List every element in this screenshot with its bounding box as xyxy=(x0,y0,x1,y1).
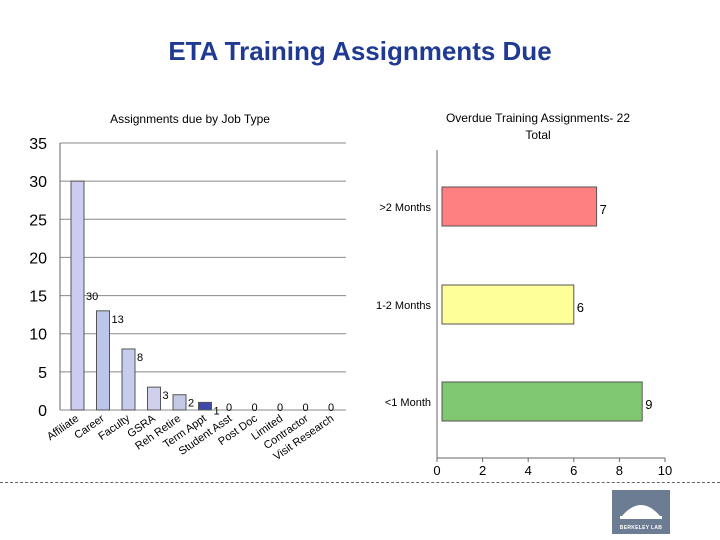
bar xyxy=(441,284,575,325)
y-tick-label: 35 xyxy=(29,136,47,153)
bar xyxy=(441,381,643,422)
y-tick-label: 25 xyxy=(29,212,47,229)
bar xyxy=(147,386,161,411)
chart-title-line-2: Total xyxy=(525,128,550,142)
data-label: 0 xyxy=(252,402,258,414)
berkeley-lab-logo: BERKELEY LAB xyxy=(612,490,670,534)
x-tick-label: 2 xyxy=(479,463,486,478)
bar xyxy=(441,186,598,227)
bar xyxy=(70,180,85,411)
y-tick-label: 0 xyxy=(38,403,47,420)
logo-text: BERKELEY LAB xyxy=(619,525,663,531)
x-tick-label: 10 xyxy=(658,463,672,478)
bar xyxy=(121,348,136,411)
category-label: >2 Months xyxy=(379,202,431,214)
lab-building-icon xyxy=(620,505,662,519)
data-label: 1 xyxy=(214,405,220,417)
data-label: 0 xyxy=(226,402,232,414)
data-label: 0 xyxy=(303,402,309,414)
x-tick-label: 6 xyxy=(570,463,577,478)
y-tick-label: 30 xyxy=(29,174,47,191)
x-tick-label: 0 xyxy=(433,463,440,478)
y-tick-label: 15 xyxy=(29,289,47,306)
category-label: 1-2 Months xyxy=(376,300,432,312)
slide-title: ETA Training Assignments Due xyxy=(168,36,552,66)
chart-title-line-1: Overdue Training Assignments- 22 xyxy=(446,111,630,125)
data-label: 0 xyxy=(277,402,283,414)
data-label: 6 xyxy=(577,300,584,315)
y-tick-label: 20 xyxy=(29,250,47,267)
bar xyxy=(172,394,187,411)
data-label: 3 xyxy=(163,390,169,402)
x-tick-label: 8 xyxy=(616,463,623,478)
data-label: 0 xyxy=(328,402,334,414)
x-tick-label: 4 xyxy=(525,463,532,478)
bottom-divider xyxy=(0,482,720,483)
y-tick-label: 10 xyxy=(29,327,47,344)
category-label: <1 Month xyxy=(385,397,431,409)
chart-title: Assignments due by Job Type xyxy=(110,112,270,126)
bar xyxy=(198,401,212,411)
y-tick-label: 5 xyxy=(38,365,47,382)
bar xyxy=(96,310,110,411)
data-label: 30 xyxy=(86,291,98,303)
data-label: 7 xyxy=(600,202,607,217)
data-label: 2 xyxy=(188,398,194,410)
data-label: 9 xyxy=(645,397,652,412)
data-label: 13 xyxy=(112,314,124,326)
data-label: 8 xyxy=(137,352,143,364)
